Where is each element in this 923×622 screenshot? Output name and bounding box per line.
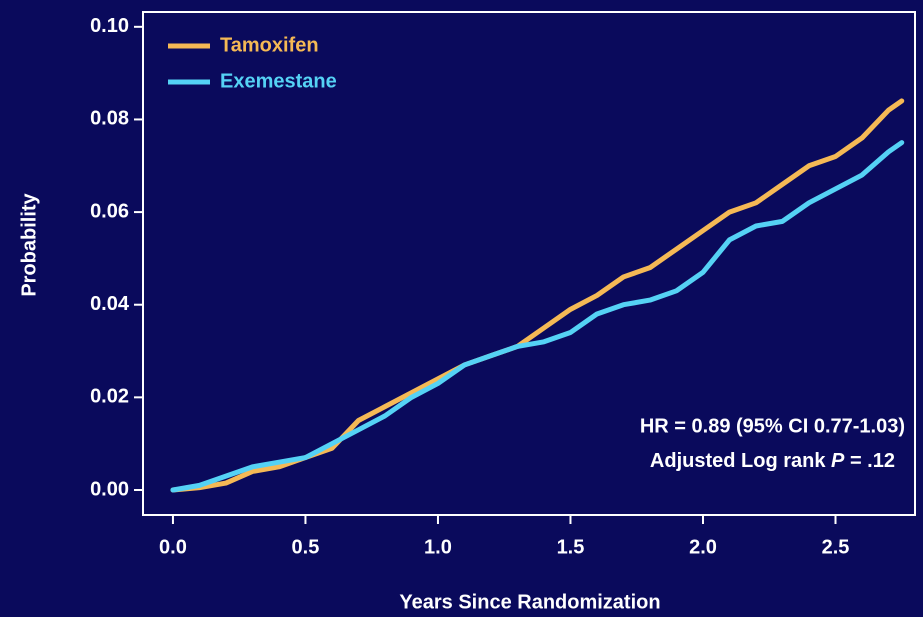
x-axis-label: Years Since Randomization [399,591,660,613]
y-tick-label: 0.08 [90,108,129,130]
annotation: Adjusted Log rank P = .12 [650,450,895,472]
annotation-part: Adjusted Log rank [650,450,831,472]
x-tick-label: 1.5 [557,536,585,558]
annotation-part: = .12 [844,450,895,472]
plot-frame [142,11,916,516]
series-line [170,140,905,493]
y-tick-label: 0.00 [90,478,129,500]
x-tick-label: 2.5 [822,536,850,558]
annotation: HR = 0.89 (95% CI 0.77-1.03) [640,415,905,437]
x-tick-label: 0.5 [292,536,320,558]
x-tick-label: 1.0 [424,536,452,558]
y-tick-label: 0.10 [90,15,129,37]
annotation-part: P [831,450,845,472]
y-axis-label: Probability [18,192,40,296]
y-tick-label: 0.06 [90,200,129,222]
x-tick-label: 2.0 [689,536,717,558]
legend-label: Tamoxifen [220,34,319,56]
y-tick-label: 0.04 [90,293,130,315]
legend-label: Exemestane [220,70,337,92]
x-tick-label: 0.0 [159,536,187,558]
y-tick-label: 0.02 [90,386,129,408]
